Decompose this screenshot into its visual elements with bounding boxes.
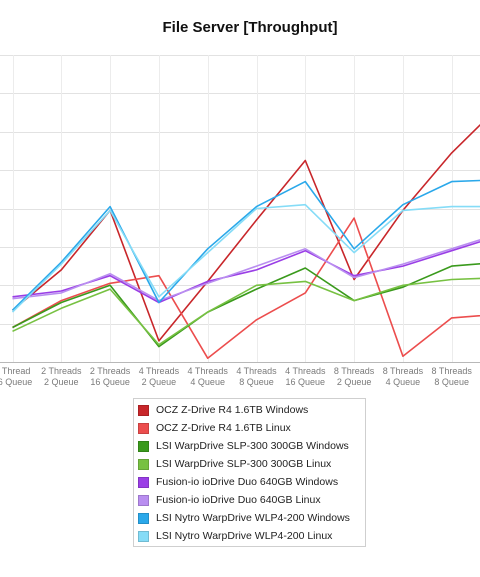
series-line-6 [12,239,480,302]
legend-swatch [138,441,149,452]
legend-swatch [138,459,149,470]
x-tick-label: 4 Threads 16 Queue [285,366,326,387]
legend-item: Fusion-io ioDrive Duo 640GB Windows [138,474,364,492]
series-line-7 [11,179,480,311]
legend-swatch [138,423,149,434]
legend-item: LSI Nytro WarpDrive WLP4-200 Linux [138,528,364,546]
gridlines [0,55,480,363]
legend-label: LSI Nytro WarpDrive WLP4-200 Linux [156,530,333,542]
legend-item: LSI WarpDrive SLP-300 300GB Linux [138,456,364,474]
x-tick-label: 8 Threads 8 Queue [432,366,473,387]
x-tick-label: 8 Threads 2 Queue [334,366,375,387]
x-tick-label: 1 Thread16 Queue [0,366,32,387]
x-tick-label: 4 Threads 4 Queue [188,366,229,387]
legend-swatch [138,513,149,524]
series-line-2 [12,217,480,360]
legend: OCZ Z-Drive R4 1.6TB Windows OCZ Z-Drive … [133,398,366,547]
chart-title: File Server [Throughput] [162,19,338,36]
legend-label: LSI WarpDrive SLP-300 300GB Linux [156,458,332,470]
series-line-4 [12,277,480,346]
legend-swatch [138,405,149,416]
legend-label: LSI Nytro WarpDrive WLP4-200 Windows [156,512,350,524]
legend-label: OCZ Z-Drive R4 1.6TB Linux [156,422,291,434]
legend-label: OCZ Z-Drive R4 1.6TB Windows [156,404,309,416]
x-tick-label: 4 Threads 2 Queue [139,366,180,387]
legend-swatch [138,477,149,488]
x-tick-label: 4 Threads 8 Queue [236,366,277,387]
series-line-5 [12,240,480,304]
legend-item: OCZ Z-Drive R4 1.6TB Linux [138,420,364,438]
legend-label: LSI WarpDrive SLP-300 300GB Windows [156,440,349,452]
x-tick-label: 2 Threads 2 Queue [41,366,82,387]
legend-item: Fusion-io ioDrive Duo 640GB Linux [138,492,364,510]
series-line-8 [11,203,480,313]
series-line-3 [12,263,480,348]
x-tick-label: 2 Threads 16 Queue [90,366,131,387]
legend-item: OCZ Z-Drive R4 1.6TB Windows [138,402,364,420]
legend-swatch [138,531,149,542]
legend-label: Fusion-io ioDrive Duo 640GB Linux [156,494,321,506]
legend-swatch [138,495,149,506]
legend-item: LSI Nytro WarpDrive WLP4-200 Windows [138,510,364,528]
series-line-1 [11,123,480,342]
legend-label: Fusion-io ioDrive Duo 640GB Windows [156,476,339,488]
series-lines [11,123,480,360]
x-tick-label: 8 Threads 4 Queue [383,366,424,387]
legend-item: LSI WarpDrive SLP-300 300GB Windows [138,438,364,456]
